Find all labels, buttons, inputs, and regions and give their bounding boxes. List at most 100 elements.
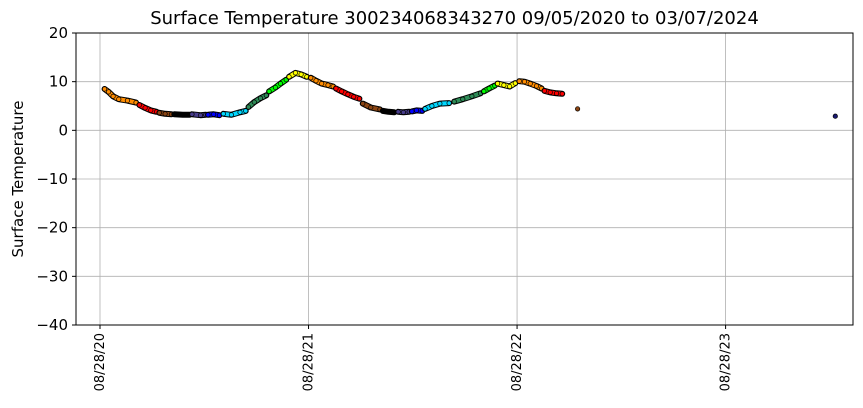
data-point bbox=[197, 112, 204, 118]
data-point bbox=[148, 107, 154, 113]
grid bbox=[76, 32, 853, 326]
data-point bbox=[257, 95, 264, 101]
data-point bbox=[277, 81, 284, 87]
data-point bbox=[395, 109, 401, 115]
data-point bbox=[360, 101, 366, 107]
series-line bbox=[452, 91, 483, 104]
data-point bbox=[429, 103, 435, 109]
data-point bbox=[142, 105, 148, 111]
y-tick-label: −10 bbox=[36, 170, 68, 188]
data-series bbox=[832, 113, 838, 119]
chart-title: Surface Temperature 300234068343270 09/0… bbox=[150, 8, 759, 29]
data-point bbox=[116, 96, 122, 102]
data-series bbox=[266, 76, 290, 95]
data-point bbox=[313, 78, 319, 84]
y-tick-label: −20 bbox=[36, 219, 68, 237]
data-series bbox=[516, 78, 545, 92]
data-point bbox=[559, 91, 565, 97]
data-point bbox=[286, 74, 292, 80]
series-line bbox=[137, 103, 159, 114]
x-tick-label: 08/28/20 bbox=[93, 333, 108, 391]
data-series bbox=[171, 111, 193, 118]
data-series bbox=[286, 69, 310, 80]
data-point bbox=[356, 96, 362, 102]
data-point bbox=[507, 83, 513, 90]
data-point bbox=[486, 85, 492, 92]
series-line bbox=[542, 88, 565, 96]
data-series bbox=[220, 107, 249, 118]
data-point bbox=[319, 81, 325, 87]
data-point bbox=[124, 98, 130, 104]
data-point bbox=[237, 109, 243, 115]
data-point bbox=[422, 106, 428, 112]
data-series bbox=[480, 82, 498, 95]
data-point bbox=[345, 91, 351, 97]
data-point bbox=[533, 83, 540, 89]
data-point bbox=[272, 84, 278, 91]
data-point bbox=[171, 111, 177, 117]
data-point bbox=[263, 92, 269, 98]
y-tick-label: −40 bbox=[36, 316, 68, 334]
x-ticks: 08/28/20 08/28/21 08/28/22 08/28/23 bbox=[93, 325, 734, 391]
data-point bbox=[460, 96, 466, 102]
data-series bbox=[245, 92, 270, 110]
data-series bbox=[156, 109, 175, 118]
data-point bbox=[136, 102, 142, 108]
data-series bbox=[541, 87, 566, 97]
data-point bbox=[409, 108, 415, 114]
data-point bbox=[437, 101, 443, 107]
y-axis-label: Surface Temperature bbox=[9, 101, 27, 258]
data-point bbox=[521, 79, 528, 85]
series-line bbox=[423, 101, 452, 111]
data-point bbox=[547, 89, 553, 95]
data-point bbox=[156, 110, 162, 116]
data-point bbox=[266, 88, 272, 94]
data-points bbox=[101, 69, 838, 119]
data-point bbox=[553, 90, 560, 96]
series-line bbox=[267, 77, 289, 94]
data-point bbox=[180, 112, 186, 118]
x-tick-label: 08/28/21 bbox=[302, 333, 317, 391]
data-point bbox=[102, 86, 108, 92]
data-point bbox=[251, 99, 257, 105]
data-series bbox=[307, 74, 337, 90]
series-line bbox=[246, 93, 269, 109]
data-point bbox=[446, 100, 452, 106]
data-point bbox=[516, 78, 522, 84]
series-line bbox=[287, 70, 309, 79]
data-series bbox=[205, 111, 223, 119]
data-point bbox=[351, 94, 357, 100]
data-point bbox=[451, 99, 457, 105]
data-point bbox=[245, 104, 252, 110]
data-point bbox=[541, 88, 548, 94]
x-tick-label: 08/28/22 bbox=[510, 333, 525, 391]
data-point bbox=[469, 93, 475, 99]
data-point bbox=[400, 109, 406, 115]
y-tick-label: −30 bbox=[36, 267, 68, 285]
series-line bbox=[495, 81, 518, 89]
y-tick-label: 0 bbox=[58, 121, 68, 139]
data-point bbox=[211, 111, 217, 117]
data-point bbox=[308, 75, 314, 81]
data-point bbox=[385, 109, 392, 115]
data-series bbox=[451, 90, 484, 105]
data-point bbox=[325, 82, 331, 88]
data-point bbox=[380, 108, 386, 114]
data-series bbox=[359, 100, 383, 113]
data-point bbox=[110, 93, 116, 99]
y-tick-label: 20 bbox=[49, 24, 68, 42]
data-point bbox=[162, 111, 168, 117]
data-point bbox=[368, 104, 374, 111]
y-tick-label: 10 bbox=[49, 73, 68, 91]
series-line bbox=[221, 108, 248, 117]
y-ticks: −40 −30 −20 −10 0 10 20 bbox=[36, 24, 76, 334]
data-series bbox=[101, 86, 139, 106]
data-point bbox=[413, 107, 420, 113]
data-point bbox=[501, 82, 507, 88]
data-series bbox=[575, 106, 581, 112]
data-series bbox=[422, 100, 453, 112]
data-series bbox=[494, 80, 519, 90]
x-tick-label: 08/28/23 bbox=[719, 333, 734, 391]
